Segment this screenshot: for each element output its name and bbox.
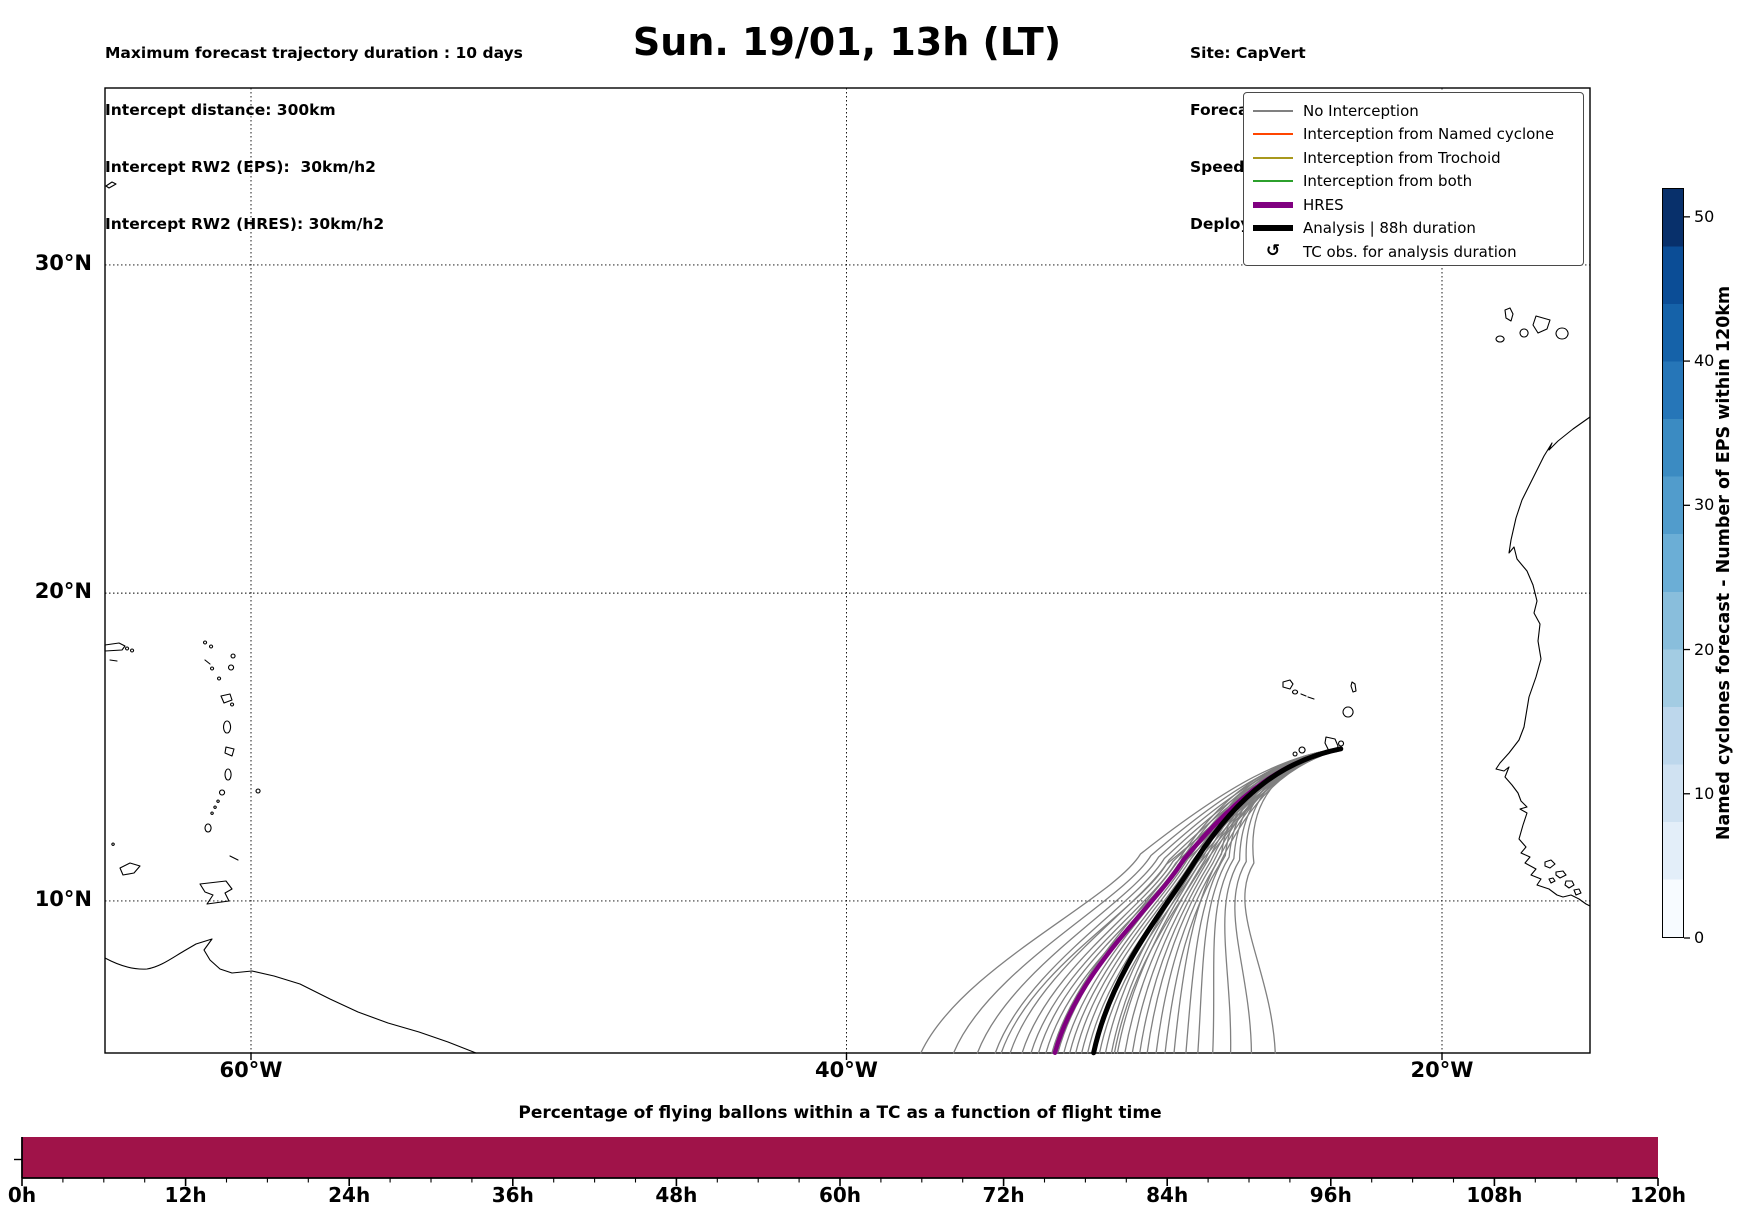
legend-label: No Interception bbox=[1303, 101, 1419, 120]
flight-hour-label: 120h bbox=[1630, 1183, 1686, 1207]
legend-line-swatch bbox=[1253, 180, 1293, 183]
legend-label: Interception from Trochoid bbox=[1303, 148, 1501, 167]
flight-hour-label: 24h bbox=[328, 1183, 371, 1207]
map-border bbox=[104, 87, 1591, 1054]
page-title: Sun. 19/01, 13h (LT) bbox=[632, 20, 1062, 64]
flight-hour-label: 48h bbox=[655, 1183, 698, 1207]
latitude-tick-label: 10°N bbox=[34, 886, 92, 911]
trajectory-ensemble bbox=[920, 746, 1344, 1056]
flight-hour-label: 108h bbox=[1466, 1183, 1523, 1207]
legend-label: TC obs. for analysis duration bbox=[1303, 242, 1517, 261]
legend-label: Analysis | 88h duration bbox=[1303, 219, 1476, 238]
param-line: Intercept distance: 300km bbox=[105, 101, 336, 119]
longitude-tick-label: 40°W bbox=[815, 1058, 878, 1082]
legend-label: HRES bbox=[1303, 195, 1344, 214]
legend-row: No Interception bbox=[1253, 99, 1583, 123]
legend-row: Interception from Named cyclone bbox=[1253, 123, 1583, 147]
coastline-south-america bbox=[104, 938, 477, 1054]
latitude-tick-label: 20°N bbox=[34, 579, 92, 604]
islands-canary bbox=[1495, 307, 1569, 343]
colorbar-tick-label: 20 bbox=[1694, 639, 1715, 659]
flight-hour-label: 60h bbox=[818, 1183, 862, 1207]
trajectory-eps-member bbox=[1185, 748, 1342, 1054]
colorbar-tick-label: 50 bbox=[1694, 206, 1715, 226]
coastline-africa bbox=[1495, 416, 1591, 907]
tc-obs-icon: ↺ bbox=[1265, 241, 1281, 262]
legend-line-swatch bbox=[1253, 156, 1293, 159]
map-legend: No Interception Interception from Named … bbox=[1243, 92, 1584, 266]
legend-row: Analysis | 88h duration bbox=[1253, 217, 1583, 241]
trajectory-eps-member bbox=[1000, 748, 1342, 1054]
legend-line-swatch bbox=[1253, 109, 1293, 112]
flight-hour-label: 0h bbox=[7, 1183, 37, 1207]
islands-bijagos bbox=[1544, 859, 1582, 896]
islands-caribbean bbox=[104, 640, 261, 833]
axis-ticks bbox=[250, 1053, 1443, 1060]
legend-row: ↺ TC obs. for analysis duration bbox=[1253, 240, 1583, 264]
legend-row: HRES bbox=[1253, 193, 1583, 217]
run-parameters-block: Maximum forecast trajectory duration : 1… bbox=[105, 6, 523, 272]
flight-hour-label: 12h bbox=[164, 1183, 207, 1207]
flight-hour-label: 96h bbox=[1309, 1183, 1352, 1207]
latitude-tick-label: 30°N bbox=[34, 250, 92, 275]
legend-label: Interception from both bbox=[1303, 172, 1473, 191]
legend-line-swatch bbox=[1253, 133, 1293, 136]
trajectory-analysis bbox=[1091, 746, 1344, 1056]
meta-line: Site: CapVert bbox=[1190, 44, 1306, 62]
legend-label: Interception from Named cyclone bbox=[1303, 125, 1555, 144]
colorbar-tick-label: 40 bbox=[1694, 351, 1715, 371]
islands-cape-verde bbox=[1282, 679, 1357, 757]
islands-trinidad-area bbox=[111, 842, 239, 905]
legend-row: Interception from both bbox=[1253, 170, 1583, 194]
legend-line-swatch bbox=[1253, 225, 1293, 232]
flight-bar-title: Percentage of flying ballons within a TC… bbox=[518, 1103, 1162, 1123]
param-line: Intercept RW2 (HRES): 30km/h2 bbox=[105, 215, 385, 233]
param-line: Maximum forecast trajectory duration : 1… bbox=[105, 44, 523, 62]
longitude-tick-label: 20°W bbox=[1410, 1058, 1474, 1082]
legend-row: Interception from Trochoid bbox=[1253, 146, 1583, 170]
trajectory-eps-member bbox=[1173, 748, 1342, 1054]
trajectory-eps-member bbox=[1009, 748, 1342, 1054]
flight-hour-label: 36h bbox=[491, 1183, 534, 1207]
colorbar-tick-label: 30 bbox=[1694, 495, 1715, 515]
colorbar-tick-label: 0 bbox=[1694, 928, 1705, 947]
colorbar bbox=[1662, 188, 1684, 938]
longitude-tick-label: 60°W bbox=[219, 1058, 283, 1082]
colorbar-tick-label: 10 bbox=[1694, 783, 1715, 803]
legend-line-swatch bbox=[1253, 201, 1293, 208]
trajectory-eps-member bbox=[1113, 748, 1342, 1054]
param-line: Intercept RW2 (EPS): 30km/h2 bbox=[105, 158, 376, 176]
flight-hour-label: 84h bbox=[1146, 1183, 1189, 1207]
coastlines bbox=[104, 181, 1591, 1054]
flight-hour-label: 72h bbox=[982, 1183, 1025, 1207]
island-bermuda bbox=[105, 181, 117, 189]
flight-percentage-bar bbox=[22, 1137, 1658, 1178]
